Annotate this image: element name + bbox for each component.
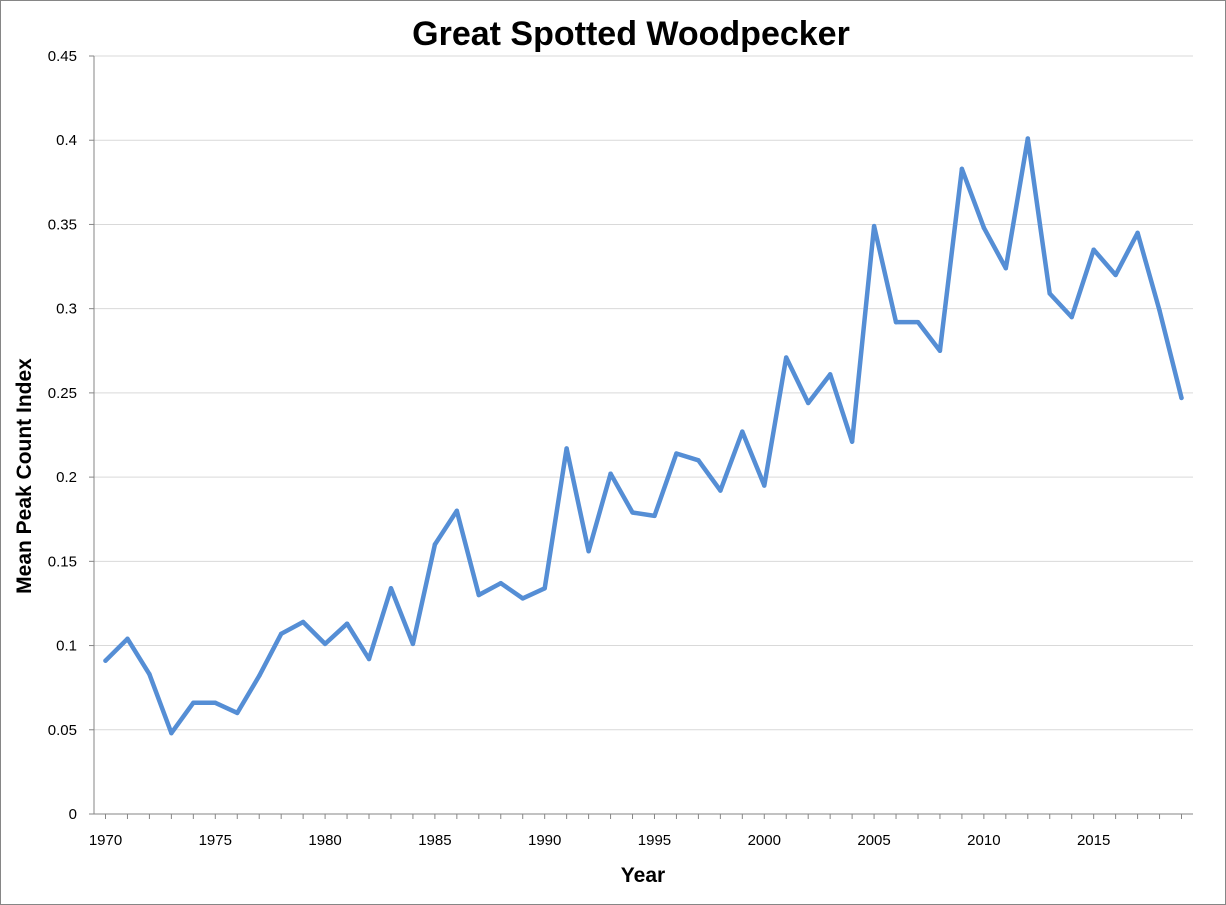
data-point xyxy=(1025,136,1030,141)
data-point xyxy=(564,446,569,451)
data-point xyxy=(893,319,899,325)
y-axis-title: Mean Peak Count Index xyxy=(13,358,36,594)
data-point xyxy=(344,621,350,626)
series-layer xyxy=(103,136,1184,736)
data-point xyxy=(959,166,965,172)
data-point xyxy=(300,619,306,625)
data-point xyxy=(674,451,679,456)
y-tick-label: 0.1 xyxy=(56,638,77,655)
y-tick-label: 0.35 xyxy=(48,216,77,233)
data-point xyxy=(147,671,152,677)
data-point xyxy=(762,483,767,488)
data-point xyxy=(1091,247,1096,252)
x-axis-title: Year xyxy=(621,864,665,887)
y-tick-label: 0.25 xyxy=(48,385,77,402)
axes xyxy=(89,55,1193,819)
y-tick-label: 0.45 xyxy=(48,48,77,65)
series-line xyxy=(103,136,1184,736)
data-point xyxy=(542,586,547,591)
data-point xyxy=(322,641,328,647)
data-point xyxy=(652,513,657,519)
data-point xyxy=(1069,314,1074,320)
data-point xyxy=(278,631,284,636)
data-point xyxy=(784,355,789,360)
data-point xyxy=(871,223,877,229)
y-tick-label: 0.3 xyxy=(56,301,77,318)
data-point xyxy=(257,673,262,679)
x-tick-label: 2010 xyxy=(967,832,1000,849)
x-tick-label: 1990 xyxy=(528,832,561,849)
data-point xyxy=(191,700,196,706)
data-point xyxy=(981,225,987,231)
data-point xyxy=(696,458,701,463)
data-point xyxy=(608,471,613,476)
y-tick-label: 0.05 xyxy=(48,722,77,739)
data-point xyxy=(1179,395,1184,401)
x-tick-label: 1980 xyxy=(308,832,341,849)
y-tick-label: 0.2 xyxy=(56,469,77,486)
data-point xyxy=(103,658,108,663)
data-point xyxy=(454,508,460,513)
data-point xyxy=(1003,266,1009,271)
data-point xyxy=(805,400,811,406)
data-point xyxy=(718,488,723,493)
data-point xyxy=(388,586,394,591)
x-tick-label: 1995 xyxy=(638,832,671,849)
data-point xyxy=(630,510,635,515)
data-point xyxy=(1047,291,1052,296)
data-point xyxy=(937,348,943,353)
data-point xyxy=(586,549,591,554)
x-tick-label: 2000 xyxy=(748,832,781,849)
x-tick-label: 1975 xyxy=(199,832,232,849)
data-point xyxy=(476,592,482,598)
data-point xyxy=(235,710,240,716)
data-point xyxy=(520,596,525,601)
y-axis-ticks: 0 0.05 0.1 0.15 0.2 0.25 0.3 0.35 0.4 0.45 xyxy=(48,48,77,823)
x-axis-ticks: 1970 1975 1980 1985 1990 1995 2000 2005 2010 2015 xyxy=(89,832,1111,849)
x-tick-label: 2005 xyxy=(857,832,890,849)
data-point xyxy=(827,372,833,377)
gridlines xyxy=(94,55,1193,731)
data-point xyxy=(432,542,438,547)
data-point xyxy=(498,581,503,586)
data-point xyxy=(1157,308,1162,313)
x-tick-label: 1985 xyxy=(418,832,451,849)
y-tick-label: 0.15 xyxy=(48,553,77,570)
data-point xyxy=(366,656,372,662)
x-tick-label: 2015 xyxy=(1077,832,1110,849)
data-point xyxy=(1135,230,1140,236)
data-point xyxy=(410,641,416,647)
data-point xyxy=(125,636,130,642)
data-point xyxy=(169,730,174,736)
data-point xyxy=(213,700,218,706)
data-point xyxy=(740,429,745,434)
data-point xyxy=(849,439,855,444)
x-tick-label: 1970 xyxy=(89,832,122,849)
chart-title: Great Spotted Woodpecker xyxy=(412,15,850,53)
data-point xyxy=(1113,272,1118,278)
data-point xyxy=(915,319,921,325)
y-tick-label: 0 xyxy=(69,806,77,823)
y-tick-label: 0.4 xyxy=(56,132,77,149)
